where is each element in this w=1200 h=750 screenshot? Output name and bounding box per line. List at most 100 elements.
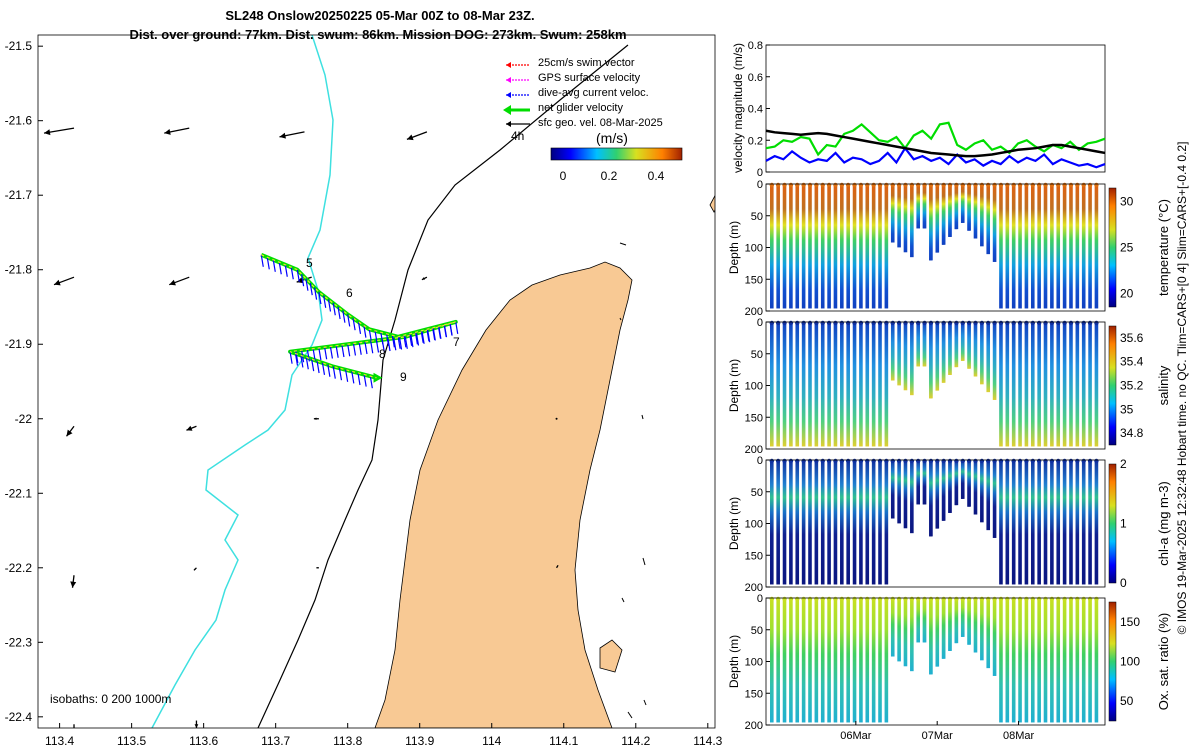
profile-column (776, 184, 780, 309)
profile-surface-dot (973, 182, 978, 188)
profile-column (922, 184, 927, 229)
profile-surface-dot (814, 320, 819, 326)
profile-surface-dot (1005, 596, 1010, 602)
legend-label-swim: 25cm/s swim vector (538, 57, 635, 69)
profile-column (967, 322, 971, 369)
geo-vector-arrow (555, 564, 559, 569)
profile-column (782, 184, 787, 309)
profile-surface-dot (795, 182, 800, 188)
profile-column (846, 322, 850, 447)
profile-surface-dot (801, 182, 806, 188)
profile-surface-dot (992, 596, 997, 602)
profile-column (871, 322, 876, 447)
depth-tick-label: 50 (751, 211, 763, 223)
legend-label-net-glider: net glider velocity (538, 102, 623, 114)
map-x-tick-label: 113.7 (261, 734, 290, 748)
geo-vector-arrow (313, 417, 319, 421)
profile-surface-dot (922, 458, 927, 464)
profile-surface-dot (1094, 182, 1099, 188)
dive-avg-current-arrow (415, 333, 420, 346)
profile-surface-dot (1017, 596, 1023, 602)
colorbar-tick-label: 50 (1120, 694, 1134, 708)
day-label-6: 6 (346, 286, 353, 300)
profile-column (789, 322, 793, 447)
profile-column (1062, 322, 1067, 447)
dive-avg-current-arrow (404, 336, 408, 349)
profile-surface-dot (941, 320, 946, 326)
geo-vector-arrow (53, 276, 75, 286)
colorbar-label: salinity (1156, 365, 1171, 405)
profile-surface-dot (960, 182, 965, 188)
profile-column (1011, 460, 1016, 585)
profile-surface-dot (896, 596, 902, 602)
profile-surface-dot (820, 596, 825, 602)
profile-column (827, 322, 831, 447)
profile-column (1037, 598, 1041, 723)
profile-column (903, 460, 908, 529)
dive-avg-current-arrow (337, 306, 341, 320)
dive-avg-current-arrow (305, 357, 309, 370)
profile-column (878, 598, 882, 723)
dive-avg-current-arrow (316, 360, 320, 374)
depth-tick-label: 0 (757, 455, 763, 467)
depth-axis-label: Depth (m) (727, 635, 741, 688)
isobath-200m (257, 44, 629, 728)
profile-surface-dot (871, 596, 876, 602)
dive-avg-current-arrow (329, 346, 333, 359)
profile-column (827, 184, 831, 309)
map-y-tick-label: -21.8 (5, 263, 33, 277)
profile-column (770, 184, 774, 309)
profile-column (999, 460, 1003, 585)
legend-gps-velocity: GPS surface velocity (506, 72, 641, 84)
profile-surface-dot (839, 596, 845, 602)
dive-avg-current-arrow (363, 374, 367, 387)
profile-column (973, 598, 978, 653)
profile-surface-dot (916, 320, 921, 326)
profile-surface-dot (890, 182, 895, 188)
profile-column (960, 598, 965, 637)
profile-column (1081, 460, 1086, 585)
dive-avg-current-arrow (294, 353, 299, 366)
profile-surface-dot (979, 596, 985, 602)
time-tick-label: 06Mar (840, 730, 872, 742)
profile-column (884, 184, 889, 309)
depth-tick-label: 50 (751, 625, 763, 637)
profile-column (941, 184, 946, 245)
profile-column (948, 460, 952, 513)
dive-avg-current-arrow (295, 350, 299, 364)
profile-column (878, 322, 882, 447)
profile-surface-dot (986, 320, 991, 326)
profile-column (1050, 598, 1054, 723)
profile-surface-dot (814, 458, 819, 464)
map-x-tick-label: 113.6 (189, 734, 218, 748)
map-y-tick-label: -22.4 (5, 710, 33, 724)
profile-surface-dot (782, 182, 787, 188)
dive-avg-current-arrow (397, 336, 401, 349)
profile-surface-dot (1024, 182, 1029, 188)
profile-surface-dot (788, 182, 794, 188)
dive-avg-current-arrow (375, 340, 380, 353)
section-colorbar (1108, 187, 1117, 308)
profile-column (859, 460, 863, 585)
profile-surface-dot (1056, 320, 1061, 326)
map-y-tick-label: -22.2 (5, 561, 33, 575)
profile-column (871, 598, 876, 723)
profile-column (770, 598, 774, 723)
profile-surface-dot (782, 458, 787, 464)
profile-column (852, 460, 857, 585)
depth-tick-label: 100 (745, 243, 763, 255)
profile-surface-dot (1081, 182, 1086, 188)
profile-surface-dot (884, 320, 889, 326)
geo-vector-arrow (65, 425, 75, 437)
profile-column (980, 322, 984, 385)
profile-column (808, 598, 812, 723)
profile-column (770, 460, 774, 585)
profile-surface-dot (986, 182, 991, 188)
profile-column (1024, 598, 1029, 723)
colorbar-tick-label: 20 (1120, 286, 1134, 300)
profile-column (916, 184, 921, 229)
profile-column (929, 598, 933, 675)
dive-avg-current-arrow (332, 366, 336, 379)
profile-column (941, 322, 946, 383)
depth-axis-label: Depth (m) (727, 221, 741, 274)
